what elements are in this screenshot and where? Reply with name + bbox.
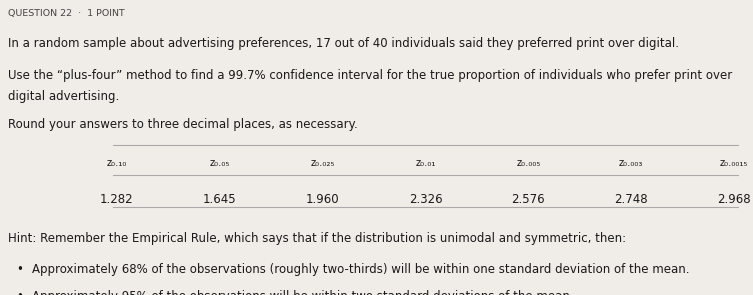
Text: Use the “plus-four” method to find a 99.7% confidence interval for the true prop: Use the “plus-four” method to find a 99.… [8,69,732,82]
Text: Approximately 95% of the observations will be within two standard deviations of : Approximately 95% of the observations wi… [32,290,573,295]
Text: z₀.₁₀: z₀.₁₀ [106,158,127,168]
Text: 2.326: 2.326 [409,193,442,206]
Text: 1.645: 1.645 [203,193,236,206]
Text: z₀.₀₅: z₀.₀₅ [209,158,230,168]
Text: 1.960: 1.960 [306,193,340,206]
Text: •: • [17,263,23,276]
Text: Round your answers to three decimal places, as necessary.: Round your answers to three decimal plac… [8,118,357,131]
Text: •: • [17,290,23,295]
Text: z₀.₀₀₅: z₀.₀₀₅ [516,158,541,168]
Text: QUESTION 22  ·  1 POINT: QUESTION 22 · 1 POINT [8,9,124,18]
Text: z₀.₀₀₁₅: z₀.₀₀₁₅ [720,158,748,168]
Text: digital advertising.: digital advertising. [8,90,119,103]
Text: 2.576: 2.576 [511,193,545,206]
Text: In a random sample about advertising preferences, 17 out of 40 individuals said : In a random sample about advertising pre… [8,37,678,50]
Text: z₀.₀₂₅: z₀.₀₂₅ [310,158,335,168]
Text: 2.748: 2.748 [614,193,648,206]
Text: Hint: Remember the Empirical Rule, which says that if the distribution is unimod: Hint: Remember the Empirical Rule, which… [8,232,626,245]
Text: 1.282: 1.282 [100,193,133,206]
Text: 2.968: 2.968 [718,193,751,206]
Text: z₀.₀₀₃: z₀.₀₀₃ [619,158,644,168]
Text: z₀.₀₁: z₀.₀₁ [415,158,436,168]
Text: Approximately 68% of the observations (roughly two-thirds) will be within one st: Approximately 68% of the observations (r… [32,263,689,276]
